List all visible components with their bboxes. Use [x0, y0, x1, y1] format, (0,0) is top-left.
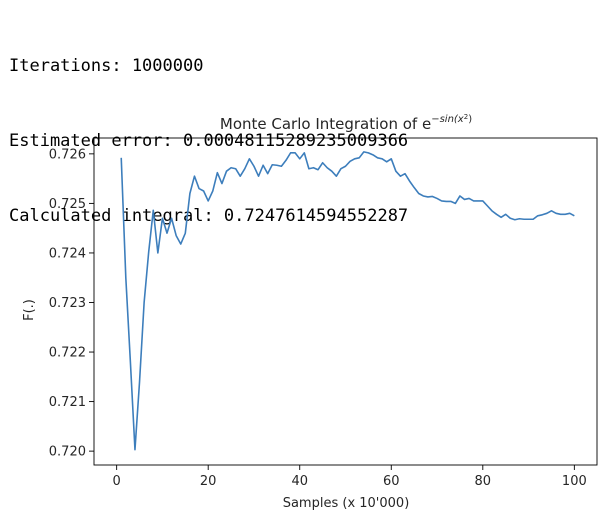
x-axis-label: Samples (x 10'000) — [283, 496, 410, 511]
output-estimated-error: Estimated error: 0.00048115289235009366 — [9, 131, 409, 151]
chart-title-sup-close: ) — [468, 114, 472, 125]
output-iterations: Iterations: 1000000 — [9, 56, 204, 76]
cell-output: Iterations: 1000000 Estimated error: 0.0… — [9, 4, 408, 254]
x-tick-label-20: 20 — [200, 474, 217, 489]
y-tick-label-5: 0.725 — [49, 197, 86, 212]
x-tick-label-40: 40 — [291, 474, 308, 489]
y-tick-label-6: 0.726 — [49, 147, 86, 162]
y-tick-label-4: 0.724 — [49, 246, 86, 261]
chart-title-main: Monte Carlo Integration of e — [220, 115, 431, 133]
x-tick-label-0: 0 — [113, 474, 121, 489]
x-tick-label-100: 100 — [562, 474, 587, 489]
y-axis-label: F(.) — [22, 299, 37, 321]
series-line-0 — [120, 151, 575, 451]
y-tick-label-2: 0.722 — [49, 346, 86, 361]
chart-title-sup: −sin(x — [431, 114, 464, 125]
chart-title-sup2: 2 — [464, 113, 468, 121]
axes-frame — [93, 137, 598, 466]
x-tick-label-60: 60 — [383, 474, 400, 489]
y-tick-label-0: 0.720 — [49, 445, 86, 460]
chart-title: Monte Carlo Integration of e−sin(x2) — [220, 113, 472, 133]
output-calculated-integral: Calculated integral: 0.7247614594552287 — [9, 206, 409, 226]
line-chart: Monte Carlo Integration of e−sin(x2) 0 20… — [22, 113, 598, 511]
plot-area: 0 20 40 60 80 100 0.720 0.721 0.722 0.723 0.724 0.7… — [49, 137, 598, 489]
y-tick-label-3: 0.723 — [49, 296, 86, 311]
x-tick-label-80: 80 — [475, 474, 492, 489]
y-tick-label-1: 0.721 — [49, 395, 86, 410]
